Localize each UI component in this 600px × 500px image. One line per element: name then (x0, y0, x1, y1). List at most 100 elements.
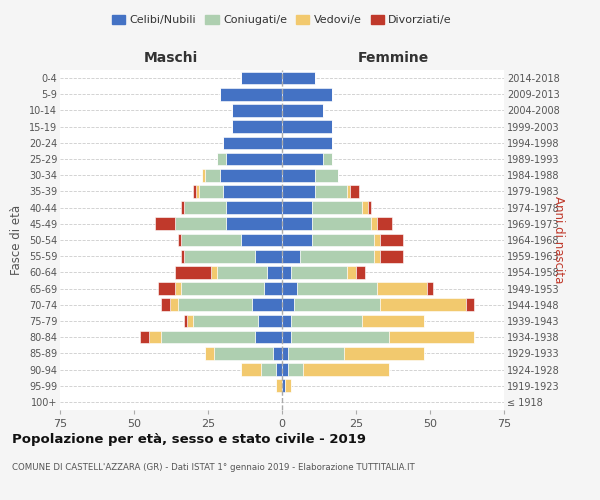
Bar (300, 250, 374, 262)
Bar (184, 314, 187, 328)
Bar (232, 120, 282, 133)
Bar (282, 202, 311, 214)
Bar (282, 218, 311, 230)
Bar (282, 380, 285, 392)
Bar (178, 234, 181, 246)
Bar (205, 347, 214, 360)
Bar (184, 202, 226, 214)
Bar (344, 347, 424, 360)
Bar (389, 331, 475, 344)
Bar (170, 298, 178, 311)
Bar (261, 363, 276, 376)
Y-axis label: Anni di nascita: Anni di nascita (552, 196, 565, 284)
Bar (256, 250, 282, 262)
Bar (181, 234, 241, 246)
Bar (380, 250, 403, 262)
Bar (205, 169, 220, 181)
Bar (282, 234, 311, 246)
Bar (362, 314, 424, 328)
Bar (175, 282, 181, 295)
Bar (223, 136, 282, 149)
Bar (291, 331, 389, 344)
Bar (314, 169, 338, 181)
Bar (273, 347, 282, 360)
Bar (149, 331, 161, 344)
Bar (282, 104, 323, 117)
Text: Maschi: Maschi (144, 51, 198, 65)
Bar (282, 250, 300, 262)
Bar (314, 185, 347, 198)
Bar (282, 88, 332, 101)
Bar (158, 282, 175, 295)
Bar (161, 331, 256, 344)
Bar (223, 185, 282, 198)
Bar (161, 298, 170, 311)
Bar (311, 218, 371, 230)
Bar (350, 185, 359, 198)
Bar (374, 234, 380, 246)
Bar (282, 185, 314, 198)
Bar (285, 380, 291, 392)
Bar (356, 266, 365, 278)
Bar (211, 266, 217, 278)
Bar (374, 250, 380, 262)
Bar (178, 298, 253, 311)
Bar (380, 298, 466, 311)
Bar (427, 282, 433, 295)
Bar (347, 185, 350, 198)
Bar (241, 234, 282, 246)
Text: COMUNE DI CASTELL'AZZARA (GR) - Dati ISTAT 1° gennaio 2019 - Elaborazione TUTTIT: COMUNE DI CASTELL'AZZARA (GR) - Dati IST… (12, 462, 415, 471)
Bar (323, 152, 332, 166)
Bar (282, 72, 314, 85)
Bar (155, 218, 175, 230)
Bar (214, 347, 273, 360)
Bar (288, 347, 344, 360)
Bar (199, 185, 223, 198)
Bar (267, 266, 282, 278)
Bar (377, 282, 427, 295)
Bar (226, 202, 282, 214)
Bar (282, 120, 332, 133)
Bar (371, 218, 377, 230)
Bar (241, 72, 282, 85)
Bar (282, 282, 297, 295)
Legend: Celibi/Nubili, Coniugati/e, Vedovi/e, Divorziati/e: Celibi/Nubili, Coniugati/e, Vedovi/e, Di… (107, 10, 457, 30)
Bar (175, 266, 211, 278)
Bar (282, 363, 288, 376)
Bar (193, 314, 259, 328)
Bar (311, 202, 362, 214)
Bar (466, 298, 475, 311)
Bar (264, 282, 282, 295)
Bar (282, 347, 288, 360)
Bar (291, 266, 347, 278)
Bar (232, 104, 282, 117)
Bar (256, 331, 282, 344)
Bar (282, 298, 294, 311)
Bar (181, 282, 264, 295)
Bar (181, 202, 184, 214)
Bar (282, 169, 314, 181)
Bar (226, 152, 282, 166)
Bar (226, 218, 282, 230)
Bar (259, 314, 282, 328)
Bar (377, 218, 392, 230)
Bar (220, 169, 282, 181)
Bar (217, 152, 226, 166)
Bar (294, 298, 380, 311)
Bar (276, 380, 282, 392)
Bar (347, 266, 356, 278)
Bar (368, 202, 371, 214)
Bar (253, 298, 282, 311)
Text: Popolazione per età, sesso e stato civile - 2019: Popolazione per età, sesso e stato civil… (12, 432, 366, 446)
Bar (303, 363, 389, 376)
Bar (282, 152, 323, 166)
Bar (220, 88, 282, 101)
Bar (291, 314, 362, 328)
Bar (282, 136, 332, 149)
Bar (196, 185, 199, 198)
Bar (282, 314, 291, 328)
Bar (282, 266, 291, 278)
Y-axis label: Fasce di età: Fasce di età (10, 205, 23, 275)
Bar (380, 234, 403, 246)
Bar (241, 363, 261, 376)
